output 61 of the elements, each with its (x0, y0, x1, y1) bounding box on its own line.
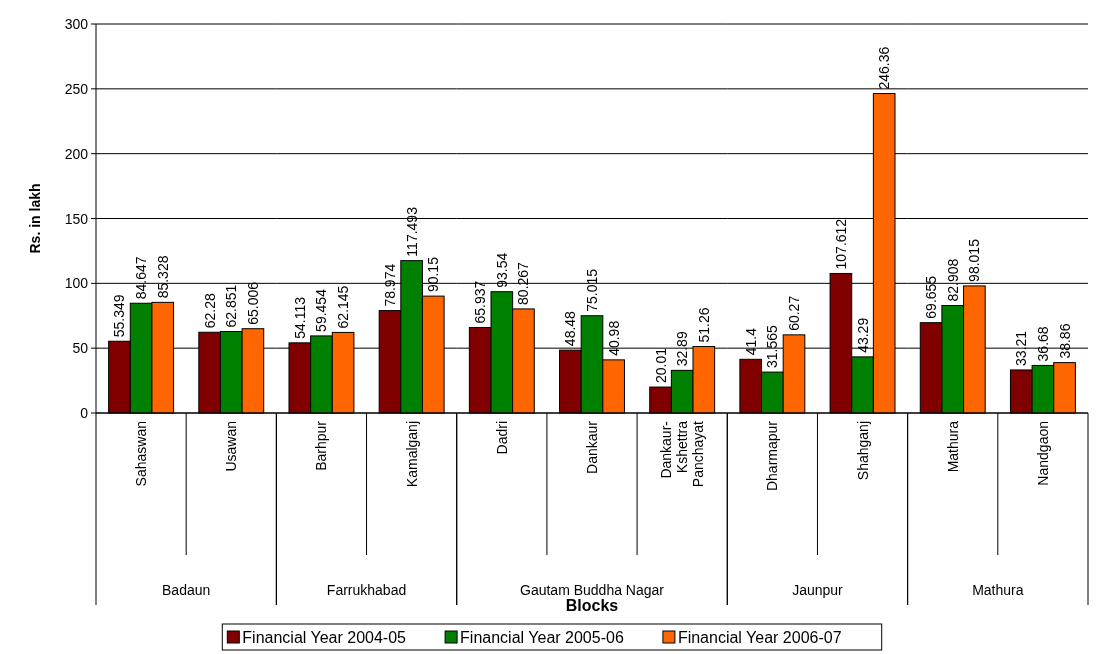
data-label: 98.015 (966, 238, 983, 282)
y-tick-label: 150 (64, 210, 89, 227)
x-tick-label: Dadri (493, 421, 510, 455)
data-label: 32.89 (674, 331, 691, 367)
data-label: 84.647 (133, 256, 150, 300)
data-label: 62.145 (335, 285, 352, 329)
data-label: 90.15 (425, 256, 442, 293)
x-axis-title: Jaunpur (792, 582, 844, 598)
data-label: 31.565 (764, 325, 781, 369)
x-tick-label: Sahaswan (133, 421, 150, 487)
x-axis-title: Mathura (972, 582, 1024, 598)
data-label: 246.36 (876, 46, 893, 90)
y-tick-label: 200 (64, 145, 89, 162)
data-label: 43.29 (854, 317, 871, 353)
x-axis-title: Farrukhabad (326, 582, 407, 598)
data-label: 62.28 (201, 293, 218, 329)
legend-label: Financial Year 2005-06 (460, 629, 624, 646)
data-label: 20.01 (652, 347, 669, 384)
y-tick-label: 250 (64, 80, 89, 97)
x-tick-label: Nandgaon (1034, 421, 1051, 486)
legend-label: Financial Year 2006-07 (677, 629, 842, 646)
data-label: 80.267 (515, 261, 532, 305)
data-label: 40.98 (605, 320, 622, 356)
y-axis-title: Rs. in lakh (27, 183, 43, 254)
data-label: 75.015 (584, 268, 600, 312)
x-tick-label: Dharmapur (764, 420, 781, 492)
x-tick-label: Mathura (944, 420, 961, 473)
x-tick-label: Kamalganj (403, 421, 420, 488)
data-label: 65.937 (472, 280, 489, 324)
x-tick-label: Barhpur (313, 420, 330, 471)
data-label: 65.006 (244, 281, 261, 325)
legend-label: Financial Year 2004-05 (242, 629, 407, 646)
data-label: 69.655 (923, 275, 940, 319)
data-label: 85.328 (154, 255, 171, 299)
y-tick-label: 100 (64, 275, 89, 292)
data-label: 48.48 (562, 310, 579, 347)
data-label: 117.493 (403, 206, 420, 257)
y-tick-label: 50 (72, 340, 89, 357)
text: Blocks (565, 597, 619, 614)
data-label: 41.4 (742, 327, 759, 356)
data-label: 54.113 (291, 296, 308, 339)
y-tick-label: 0 (80, 405, 89, 421)
x-tick-label: Dankaur-Kshettra Panchayat (658, 420, 707, 488)
data-label: 38.86 (1056, 323, 1073, 359)
data-label: 107.612 (832, 218, 849, 270)
x-axis-title: Gautam Buddha Nagar (520, 582, 665, 598)
data-label: 60.27 (786, 295, 803, 331)
data-label: 51.26 (695, 307, 712, 343)
data-label: 82.908 (944, 258, 961, 302)
x-tick-label: Usawan (223, 421, 240, 472)
x-tick-label: Shahganj (854, 421, 871, 481)
y-tick-label: 300 (64, 16, 89, 32)
data-label: 93.54 (493, 252, 510, 288)
data-label: 33.21 (1013, 330, 1030, 366)
x-axis-title: Badaun (162, 582, 211, 598)
data-label: 62.851 (223, 284, 240, 328)
data-label: 78.974 (381, 263, 398, 307)
x-tick-label: Dankaur (584, 420, 600, 474)
data-label: 55.349 (111, 294, 128, 338)
data-label: 59.454 (313, 288, 330, 332)
data-label: 36.68 (1034, 326, 1051, 362)
